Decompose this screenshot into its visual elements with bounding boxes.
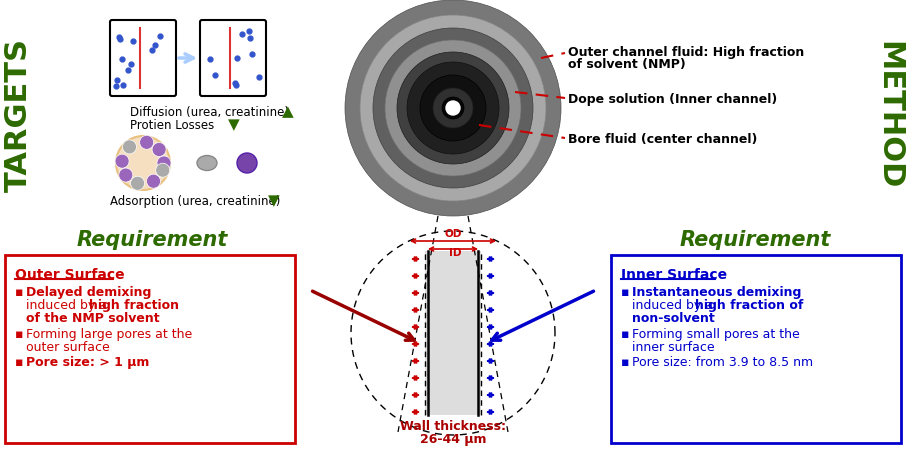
Circle shape <box>397 52 509 164</box>
Text: ▪: ▪ <box>621 286 630 299</box>
Circle shape <box>152 142 166 157</box>
Ellipse shape <box>197 156 217 171</box>
Text: high fraction of: high fraction of <box>695 299 804 312</box>
Text: ▼: ▼ <box>228 117 240 132</box>
Circle shape <box>157 156 171 170</box>
Text: ▪: ▪ <box>621 328 630 341</box>
Text: ▪: ▪ <box>15 328 24 341</box>
Circle shape <box>140 135 154 149</box>
Circle shape <box>130 176 145 190</box>
Circle shape <box>446 101 460 115</box>
Text: Diffusion (urea, creatinine): Diffusion (urea, creatinine) <box>130 106 289 119</box>
Text: Bore fluid (center channel): Bore fluid (center channel) <box>568 133 757 146</box>
Text: ▪: ▪ <box>621 356 630 369</box>
Text: ▪: ▪ <box>15 286 24 299</box>
Text: ▲: ▲ <box>282 104 294 119</box>
Text: Inner Surface: Inner Surface <box>621 268 728 282</box>
Text: OD: OD <box>444 229 462 239</box>
Bar <box>425 251 481 415</box>
Circle shape <box>385 40 521 176</box>
Text: Delayed demixing: Delayed demixing <box>26 286 151 299</box>
FancyBboxPatch shape <box>110 20 176 96</box>
Text: Adsorption (urea, creatinine): Adsorption (urea, creatinine) <box>110 195 280 208</box>
Text: Outer Surface: Outer Surface <box>15 268 125 282</box>
Text: non-solvent: non-solvent <box>632 312 715 325</box>
Text: Outer channel fluid: High fraction: Outer channel fluid: High fraction <box>568 46 805 59</box>
Circle shape <box>156 163 169 177</box>
FancyBboxPatch shape <box>200 20 266 96</box>
Text: Dope solution (Inner channel): Dope solution (Inner channel) <box>568 93 777 106</box>
Text: Pore size: from 3.9 to 8.5 nm: Pore size: from 3.9 to 8.5 nm <box>632 356 813 369</box>
Circle shape <box>119 168 133 182</box>
Text: TARGETS: TARGETS <box>4 38 33 192</box>
Text: outer surface: outer surface <box>26 341 110 354</box>
Circle shape <box>433 88 473 128</box>
Circle shape <box>345 0 561 216</box>
Text: of solvent (NMP): of solvent (NMP) <box>568 58 686 71</box>
Text: of the NMP solvent: of the NMP solvent <box>26 312 159 325</box>
Circle shape <box>116 136 170 190</box>
Text: Pore size: > 1 μm: Pore size: > 1 μm <box>26 356 149 369</box>
Bar <box>611 255 901 443</box>
Text: Wall thickness:: Wall thickness: <box>400 420 506 433</box>
Circle shape <box>122 140 137 154</box>
Text: ▪: ▪ <box>15 356 24 369</box>
Circle shape <box>420 75 486 141</box>
Circle shape <box>237 153 257 173</box>
Text: inner surface: inner surface <box>632 341 715 354</box>
Text: induced by a: induced by a <box>26 299 111 312</box>
Text: Forming large pores at the: Forming large pores at the <box>26 328 192 341</box>
Text: high fraction: high fraction <box>89 299 179 312</box>
Text: induced by a: induced by a <box>632 299 717 312</box>
Text: Protien Losses: Protien Losses <box>130 119 214 132</box>
Text: 26-44 μm: 26-44 μm <box>419 433 487 446</box>
Text: METHOD: METHOD <box>874 41 903 189</box>
Text: ▼: ▼ <box>268 193 280 208</box>
Bar <box>5 255 295 443</box>
Text: Forming small pores at the: Forming small pores at the <box>632 328 800 341</box>
Circle shape <box>147 174 160 188</box>
Circle shape <box>373 28 533 188</box>
Circle shape <box>407 62 499 154</box>
Circle shape <box>360 15 546 201</box>
Circle shape <box>442 97 464 119</box>
Text: ID: ID <box>448 248 461 258</box>
Text: Instantaneous demixing: Instantaneous demixing <box>632 286 802 299</box>
Text: Requirement: Requirement <box>680 230 831 250</box>
Text: Requirement: Requirement <box>76 230 227 250</box>
Circle shape <box>115 154 129 168</box>
